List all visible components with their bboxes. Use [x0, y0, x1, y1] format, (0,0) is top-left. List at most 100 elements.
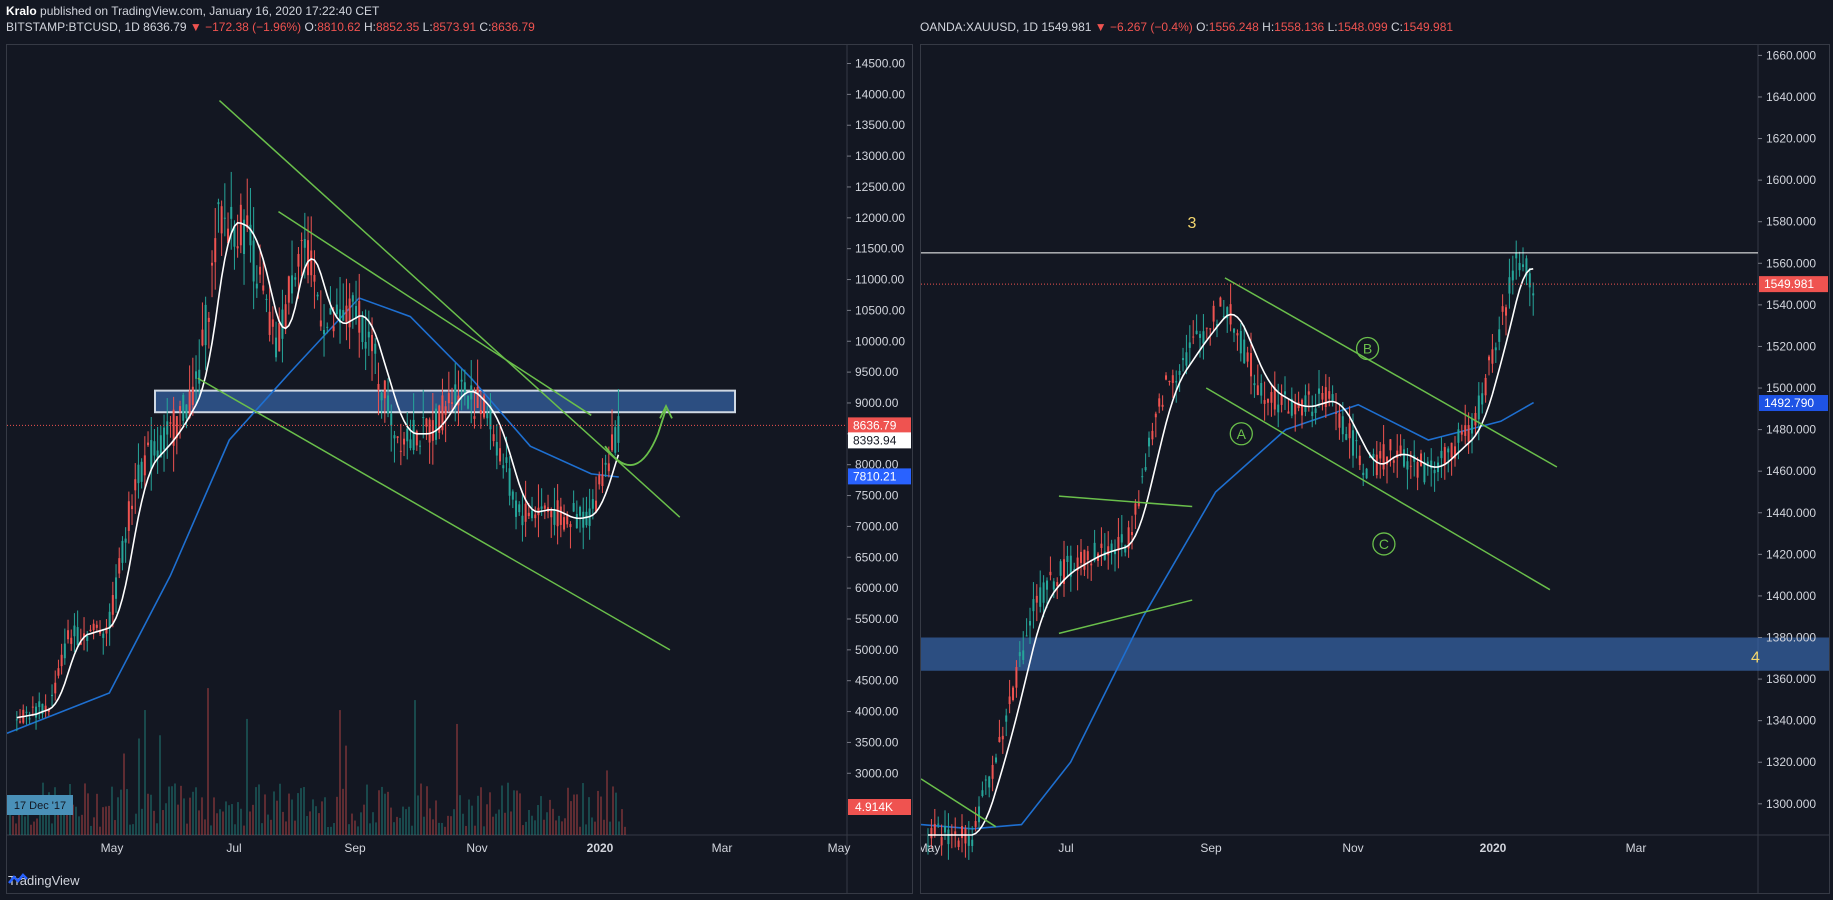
candle-body: [974, 821, 977, 827]
candle-body: [601, 474, 604, 487]
candle-body: [1239, 330, 1242, 354]
volume-bar: [117, 797, 119, 835]
candle-body: [585, 511, 588, 526]
x-tick-label: 2020: [1480, 841, 1507, 855]
candle-body: [131, 505, 134, 510]
volume-bar: [399, 817, 401, 835]
candle-body: [1474, 413, 1477, 426]
volume-bar: [492, 816, 494, 835]
candle-body: [579, 506, 582, 516]
candle-body: [441, 395, 444, 431]
candle-body: [310, 250, 313, 276]
candle-body: [467, 395, 470, 409]
y-tick-label: 12500.00: [855, 180, 905, 194]
candle-body: [984, 779, 987, 781]
trendline: [921, 778, 997, 828]
price-badge: [1759, 395, 1828, 412]
candle-body: [604, 462, 607, 465]
volume-bar: [369, 823, 371, 835]
volume-bar: [156, 823, 158, 835]
candle-body: [1477, 395, 1480, 420]
candle-body: [1256, 385, 1259, 396]
candle-body: [1454, 446, 1457, 459]
y-tick-label: 5000.00: [855, 643, 899, 657]
publish-info: published on TradingView.com, January 16…: [40, 4, 380, 18]
btc-chart-pane[interactable]: 3000.00 3500.00 4000.00 4500.00 5000.00 5500.…: [6, 44, 913, 894]
y-tick-label: 13500.00: [855, 118, 905, 132]
candle-body: [355, 306, 358, 319]
candle-body: [933, 823, 936, 835]
candle-body: [1314, 408, 1317, 413]
volume-bar: [618, 821, 620, 835]
y-tick-label: 7000.00: [855, 519, 899, 533]
gold-chart-pane[interactable]: 1300.000 1320.000 1340.000 1360.000 1380.000…: [920, 44, 1830, 894]
x-tick-label: May: [101, 841, 124, 855]
candle-body: [543, 505, 546, 509]
volume-bar: [498, 809, 500, 835]
x-tick-label: Sep: [344, 841, 366, 855]
candle-body: [1515, 252, 1518, 259]
candle-body: [1409, 465, 1412, 467]
volume-bar: [84, 783, 86, 835]
gold-chart-svg[interactable]: 1300.000 1320.000 1340.000 1360.000 1380.000…: [921, 45, 1829, 893]
candle-body: [1076, 557, 1079, 571]
y-tick-label: 1380.000: [1766, 631, 1816, 645]
candle-body: [473, 416, 476, 419]
candle-body: [99, 630, 102, 634]
volume-bar: [327, 826, 329, 835]
candle-body: [1484, 377, 1487, 396]
y-tick-label: 14000.00: [855, 87, 905, 101]
candle-body: [351, 295, 354, 302]
x-tick-label: Jul: [226, 841, 241, 855]
right-symbol-legend[interactable]: OANDA:XAUUSD, 1D 1549.981 ▼ −6.267 (−0.4…: [920, 20, 1454, 34]
volume-bar: [246, 718, 248, 835]
candle-body: [1018, 652, 1021, 657]
tradingview-brand[interactable]: TradingView: [8, 873, 80, 888]
y-tick-label: 3000.00: [855, 766, 899, 780]
volume-bar: [354, 820, 356, 835]
volume-bar: [93, 817, 95, 835]
candle-body: [140, 461, 143, 482]
volume-bar: [12, 816, 14, 835]
btc-chart-svg[interactable]: 3000.00 3500.00 4000.00 4500.00 5000.00 5500.…: [7, 45, 912, 893]
volume-bar: [270, 819, 272, 835]
left-change: −172.38 (−1.96%): [205, 20, 302, 34]
candle-body: [1144, 467, 1147, 471]
y-tick-label: 14500.00: [855, 57, 905, 71]
candle-body: [371, 334, 374, 352]
candle-body: [930, 827, 933, 839]
left-symbol-legend[interactable]: BITSTAMP:BTCUSD, 1D 8636.79 ▼ −172.38 (−…: [6, 20, 535, 34]
left-low: 8573.91: [432, 20, 477, 34]
volume-bar: [564, 818, 566, 835]
candle-body: [307, 240, 310, 276]
candle-body: [1233, 328, 1236, 333]
candle-body: [1199, 334, 1202, 338]
candle-body: [582, 511, 585, 528]
price-badge-label: 7810.21: [853, 469, 897, 483]
y-tick-label: 11000.00: [855, 273, 904, 287]
volume-bar: [624, 826, 626, 835]
candle-body: [1226, 307, 1229, 319]
candle-body: [556, 500, 559, 527]
y-tick-label: 1660.000: [1766, 48, 1816, 62]
candle-body: [607, 463, 610, 472]
candle-body: [1141, 476, 1144, 478]
candle-body: [438, 405, 441, 433]
volume-bar: [228, 805, 230, 835]
candle-body: [1338, 413, 1341, 428]
down-arrow-icon: ▼: [1094, 20, 1107, 34]
candle-body: [412, 419, 415, 451]
y-tick-label: 11500.00: [855, 242, 904, 256]
candle-body: [1423, 462, 1426, 483]
candle-body: [1148, 437, 1151, 447]
x-tick-label: May: [828, 841, 851, 855]
right-last-price: 1549.981: [1041, 20, 1092, 34]
y-tick-label: 1460.000: [1766, 464, 1816, 478]
candle-body: [335, 304, 338, 315]
volume-bar: [453, 809, 455, 835]
volume-bar: [288, 793, 290, 835]
y-tick-label: 1520.000: [1766, 339, 1816, 353]
candle-body: [1358, 455, 1361, 466]
candle-body: [1250, 353, 1253, 377]
volume-bar: [201, 797, 203, 835]
